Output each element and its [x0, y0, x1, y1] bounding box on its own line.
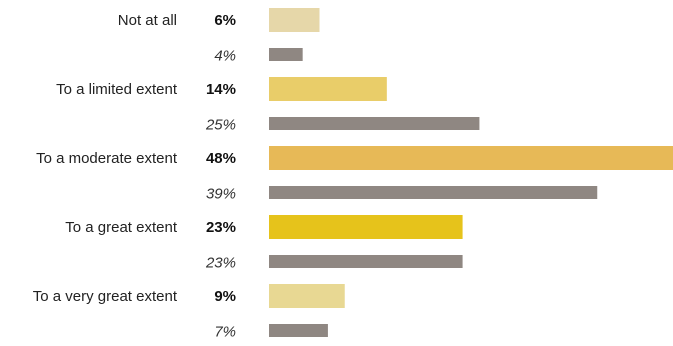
category-label-to-a-very-great-extent: To a very great extent [33, 288, 178, 305]
secondary-value-label: 4% [214, 48, 236, 65]
primary-bar-to-a-great-extent [269, 215, 463, 239]
primary-bar-not-at-all [269, 8, 320, 32]
secondary-bar-to-a-limited-extent [269, 117, 480, 130]
primary-value-label: 9% [214, 288, 236, 305]
primary-bar-to-a-very-great-extent [269, 284, 345, 308]
secondary-bar-to-a-very-great-extent [269, 324, 328, 337]
category-label-to-a-limited-extent: To a limited extent [56, 81, 178, 98]
secondary-value-label: 7% [214, 324, 236, 341]
category-label-to-a-great-extent: To a great extent [65, 219, 178, 236]
secondary-bar-to-a-moderate-extent [269, 186, 598, 199]
secondary-bar-to-a-great-extent [269, 255, 463, 268]
secondary-bar-not-at-all [269, 48, 303, 61]
category-label-to-a-moderate-extent: To a moderate extent [36, 150, 178, 167]
primary-bar-to-a-limited-extent [269, 77, 387, 101]
category-label-not-at-all: Not at all [118, 12, 177, 29]
primary-value-label: 23% [206, 219, 236, 236]
primary-value-label: 48% [206, 150, 236, 167]
labels-layer: Not at all 6% 4% To a limited extent 14% 25% T… [33, 12, 236, 341]
secondary-value-label: 39% [206, 186, 236, 203]
secondary-value-label: 23% [205, 255, 236, 272]
primary-value-label: 6% [214, 12, 236, 29]
bars-layer [269, 8, 673, 337]
primary-bar-to-a-moderate-extent [269, 146, 673, 170]
secondary-value-label: 25% [205, 117, 236, 134]
primary-value-label: 14% [206, 81, 236, 98]
